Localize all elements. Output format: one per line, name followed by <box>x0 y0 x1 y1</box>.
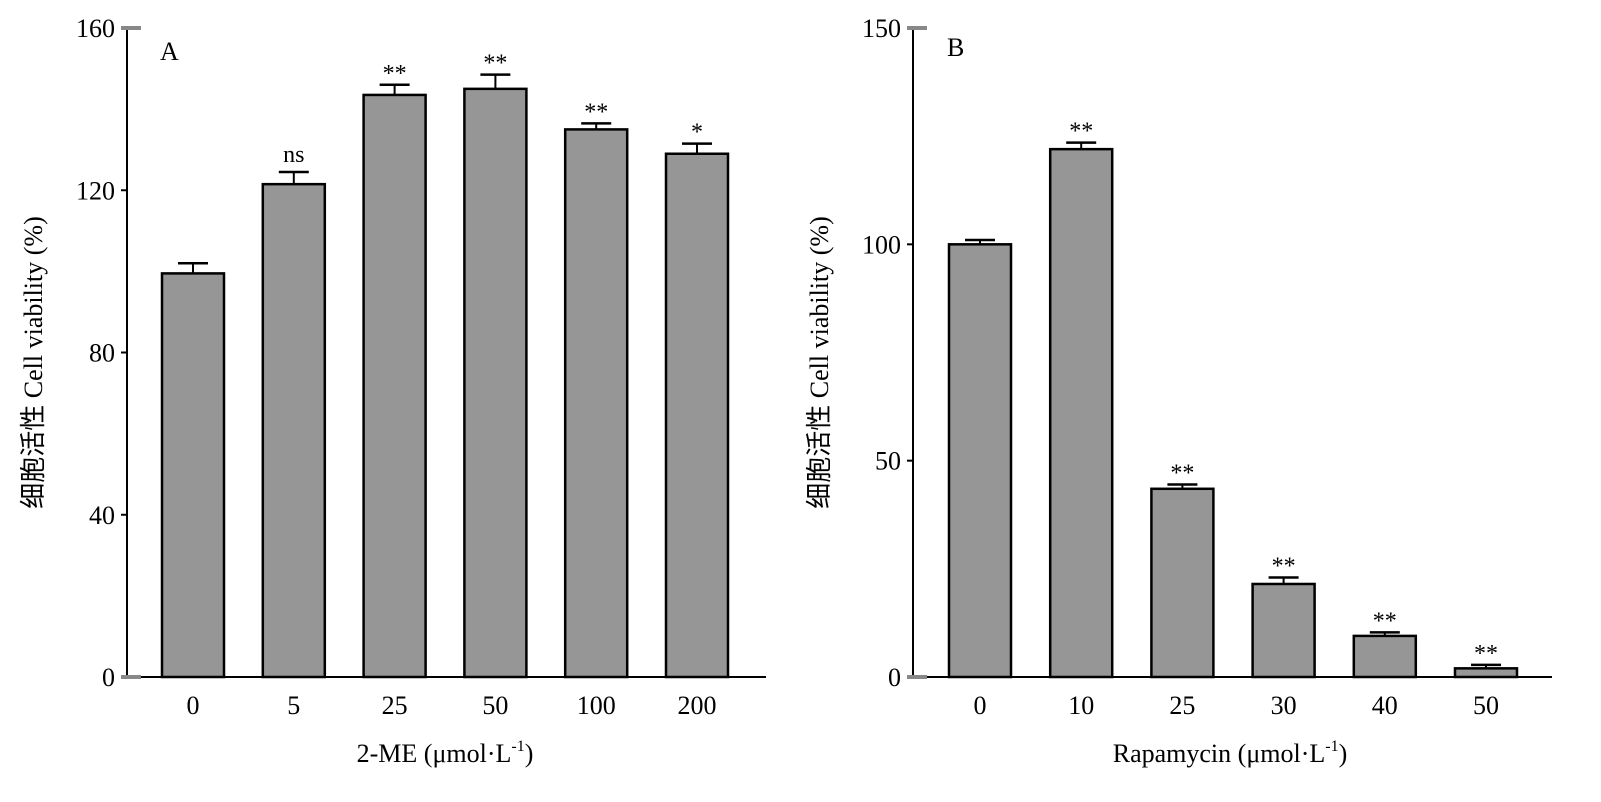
x-axis-title-end: ) <box>1339 739 1348 768</box>
significance-label: ns <box>283 142 304 168</box>
bar <box>947 243 1013 679</box>
y-tick-label: 150 <box>862 14 901 43</box>
y-tick-label: 40 <box>89 501 115 530</box>
x-axis-title-superscript: -1 <box>1325 738 1338 755</box>
bar <box>1048 147 1114 679</box>
x-tick-label: 40 <box>1372 691 1398 720</box>
significance-label: ** <box>584 99 608 125</box>
y-tick-label: 0 <box>888 663 901 692</box>
significance-label: ** <box>383 61 407 87</box>
x-tick-label: 50 <box>482 691 508 720</box>
bar <box>664 152 730 679</box>
x-axis-title-superscript: -1 <box>511 738 524 755</box>
y-tick-label: 0 <box>102 663 115 692</box>
bar <box>261 182 327 679</box>
bar <box>1251 582 1316 679</box>
significance-label: ** <box>1474 641 1498 667</box>
bar <box>362 93 427 679</box>
x-tick-label: 30 <box>1271 691 1297 720</box>
significance-label: ** <box>1272 553 1296 579</box>
x-tick-label: 0 <box>974 691 987 720</box>
x-tick-label: 10 <box>1068 691 1094 720</box>
bar <box>160 272 226 679</box>
significance-label: ** <box>1170 460 1194 486</box>
significance-label: ** <box>1373 608 1397 634</box>
y-tick-label: 50 <box>875 447 901 476</box>
y-tick-label: 120 <box>76 176 115 205</box>
significance-label: * <box>691 120 703 146</box>
bar <box>1453 667 1519 679</box>
y-axis-title: 细胞活性 Cell viability (%) <box>19 216 48 508</box>
x-axis-title: Rapamycin (μmol·L-1) <box>1113 738 1348 768</box>
bar <box>563 128 629 679</box>
x-tick-label: 200 <box>678 691 717 720</box>
significance-label: ** <box>1069 119 1093 145</box>
panel-letter: A <box>160 37 179 66</box>
significance-label: ** <box>483 51 507 77</box>
chart-panel-b: 0 50 100 150 0 ** 10 ** 25 ** 30 ** 40 ** 50 B Rapamycin… <box>805 14 1552 768</box>
y-tick-label: 80 <box>89 339 115 368</box>
x-tick-label: 25 <box>382 691 408 720</box>
panel-letter: B <box>947 33 964 62</box>
bar <box>1150 487 1215 679</box>
x-axis-title-main: 2-ME (μmol·L <box>357 739 512 768</box>
bar <box>1352 634 1418 679</box>
y-tick-label: 100 <box>862 230 901 259</box>
y-tick-label: 160 <box>76 14 115 43</box>
x-tick-label: 50 <box>1473 691 1499 720</box>
x-tick-label: 100 <box>577 691 616 720</box>
chart-panel-a: 0 40 80 120 160 0 ns 5 ** 25 ** 50 ** 100 * 200 A 2-ME (μ… <box>19 14 766 768</box>
bar <box>463 87 528 679</box>
y-axis-title: 细胞活性 Cell viability (%) <box>805 216 834 508</box>
x-axis-title-end: ) <box>525 739 534 768</box>
x-tick-label: 25 <box>1169 691 1195 720</box>
x-axis-title: 2-ME (μmol·L-1) <box>357 738 534 768</box>
x-tick-label: 0 <box>187 691 200 720</box>
x-tick-label: 5 <box>287 691 300 720</box>
x-axis-title-main: Rapamycin (μmol·L <box>1113 739 1326 768</box>
